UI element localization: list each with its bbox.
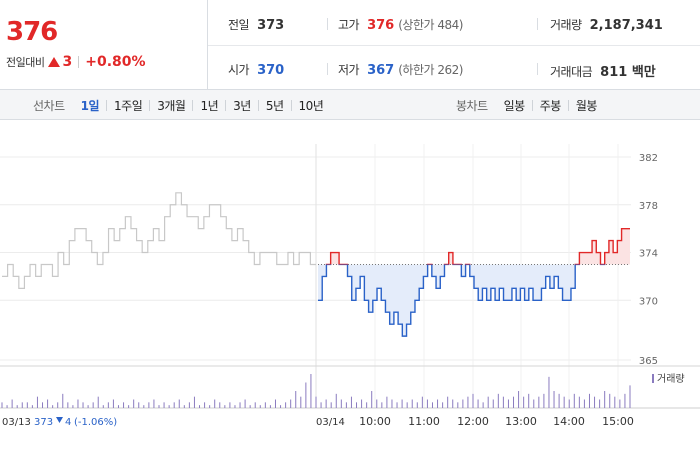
lower-limit: (하한가 262) [398, 63, 463, 77]
tab-5y[interactable]: 5년 [265, 98, 284, 113]
change-label: 전일대비 [6, 56, 45, 69]
divider [208, 45, 700, 46]
low-label: 저가 [338, 63, 360, 77]
prev-day-change: 4 [65, 417, 71, 428]
tab-1w[interactable]: 1주일 [114, 98, 143, 113]
open-value: 370 [257, 63, 285, 78]
prev-close-value: 373 [257, 18, 285, 33]
amount-label: 거래대금 [550, 65, 593, 79]
open-label: 시가 [228, 63, 250, 77]
x-tick-label: 15:00 [602, 415, 634, 428]
candle-chart-title: 봉차트 [456, 98, 488, 113]
divider [531, 99, 533, 111]
series-today-fill-down [318, 264, 630, 337]
low-value: 367 [367, 63, 395, 78]
volume-label: 거래량 [550, 18, 582, 32]
up-triangle-icon [48, 57, 61, 67]
divider [537, 18, 538, 30]
volume-legend-swatch [652, 374, 654, 383]
price-change: 전일대비 3 +0.80% [6, 54, 146, 70]
down-triangle-icon [56, 417, 63, 423]
y-tick-label: 378 [639, 201, 658, 212]
x-tick-label: 03/13 [2, 417, 31, 428]
divider [192, 99, 194, 111]
prev-day-percent: (-1.06%) [74, 417, 117, 428]
quote-summary: 376 전일대비 3 +0.80% 전일 373 고가 376 (상한가 484… [0, 0, 700, 90]
y-tick-label: 365 [639, 356, 658, 367]
low-price: 저가 367 (하한가 262) [338, 61, 463, 78]
series-prev-day-line [2, 192, 316, 289]
tab-daily[interactable]: 일봉 [503, 98, 526, 113]
x-tick-label: 13:00 [505, 415, 537, 428]
tab-1y[interactable]: 1년 [200, 98, 219, 113]
x-tick-label: 03/14 [316, 417, 345, 428]
x-tick-label: 14:00 [553, 415, 585, 428]
high-value: 376 [367, 18, 395, 33]
volume-value: 2,187,341 [589, 18, 663, 33]
x-tick-label: 10:00 [359, 415, 391, 428]
prev-day-close: 373 [34, 417, 53, 428]
divider [327, 63, 328, 75]
tab-3y[interactable]: 3년 [233, 98, 251, 113]
y-tick-label: 374 [639, 249, 658, 260]
divider [257, 99, 259, 111]
divider [149, 99, 151, 111]
y-tick-label: 382 [639, 153, 658, 164]
series-today-line-down [318, 264, 606, 337]
divider [290, 99, 292, 111]
high-price: 고가 376 (상한가 484) [338, 16, 463, 33]
current-price-box: 376 전일대비 3 +0.80% [0, 0, 208, 90]
line-chart-title: 선차트 [33, 98, 65, 113]
divider [78, 56, 80, 68]
open-price: 시가 370 [228, 61, 284, 78]
candle-chart-tabs: 봉차트 일봉 주봉 월봉 [456, 90, 601, 120]
volume-legend-label: 거래량 [657, 373, 685, 385]
divider [537, 63, 538, 75]
change-amount: 3 [62, 54, 73, 70]
prev-close-label: 전일 [228, 18, 250, 32]
divider [225, 99, 227, 111]
current-price: 376 [6, 17, 58, 47]
tab-10y[interactable]: 10년 [298, 98, 324, 113]
prev-close: 전일 373 [228, 16, 284, 33]
tab-weekly[interactable]: 주봉 [539, 98, 562, 113]
divider [106, 99, 108, 111]
change-percent: +0.80% [85, 54, 146, 70]
amount-value: 811 백만 [600, 65, 656, 80]
upper-limit: (상한가 484) [398, 18, 463, 32]
price-chart: 382 378 374 370 365 거래량 03/13 373 4 (-1.06%) 03/1… [0, 144, 700, 428]
tab-monthly[interactable]: 월봉 [575, 98, 598, 113]
x-tick-label: 12:00 [457, 415, 489, 428]
tab-3m[interactable]: 3개월 [157, 98, 186, 113]
trade-amount: 거래대금 811 백만 [550, 61, 656, 80]
y-tick-label: 370 [639, 296, 658, 307]
x-tick-label: 11:00 [408, 415, 440, 428]
divider [567, 99, 569, 111]
chart-period-tabs: 선차트 1일 1주일 3개월 1년 3년 5년 10년 봉차트 일봉 주봉 월봉 [0, 90, 700, 120]
volume: 거래량 2,187,341 [550, 16, 663, 33]
line-chart-tabs: 선차트 1일 1주일 3개월 1년 3년 5년 10년 [33, 90, 327, 120]
divider [327, 18, 328, 30]
high-label: 고가 [338, 18, 360, 32]
tab-1d[interactable]: 1일 [80, 98, 100, 113]
